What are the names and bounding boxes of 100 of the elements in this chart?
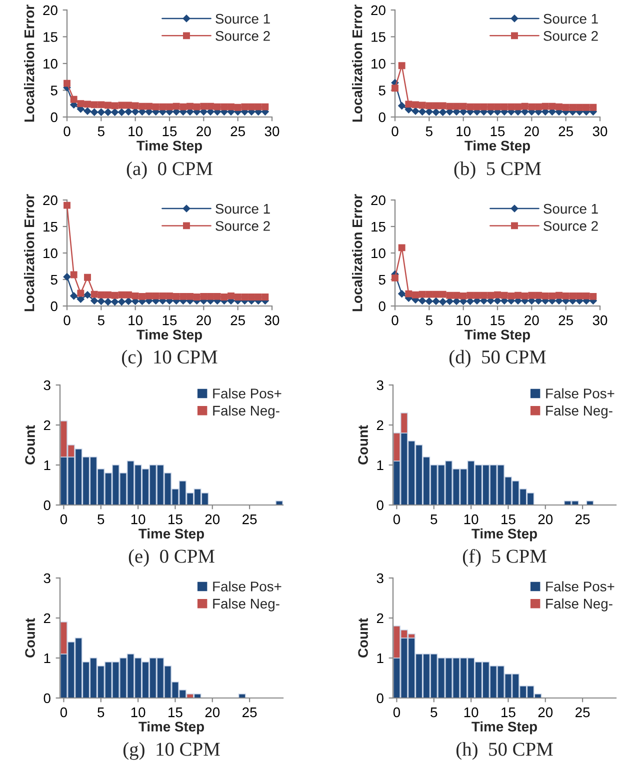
point (576, 292, 583, 300)
y-axis-title: Localization Error (352, 194, 362, 312)
y-tick-label: 1 (44, 460, 50, 470)
legend-label: Source 2 (544, 221, 598, 231)
x-tick-label: 0 (64, 126, 70, 136)
point (186, 292, 194, 300)
point (548, 292, 556, 300)
point (487, 292, 494, 299)
x-tick-label: 5 (426, 126, 432, 136)
point (418, 102, 426, 109)
point (125, 102, 132, 109)
y-tick-label: 3 (376, 380, 384, 390)
y-tick-label: 10 (372, 248, 386, 258)
point (172, 292, 180, 300)
x-axis-title: Time Step (138, 528, 204, 542)
point (207, 292, 214, 300)
point (193, 103, 200, 110)
point (254, 294, 262, 300)
y-tick-label: 0 (378, 112, 386, 122)
point (426, 298, 433, 305)
point (426, 108, 433, 116)
point (412, 107, 420, 115)
point (118, 298, 126, 306)
text: (h) 50 CPM (456, 742, 553, 760)
point (426, 102, 433, 110)
point (439, 290, 446, 298)
point (262, 294, 269, 300)
point (508, 292, 515, 300)
point (466, 103, 474, 110)
point (241, 103, 248, 110)
legend-label: False Pos+ (546, 581, 614, 592)
point (248, 294, 255, 300)
point (452, 298, 460, 305)
point (453, 292, 460, 299)
x-tick-label: 30 (592, 126, 608, 136)
point (562, 104, 570, 111)
text: (c) 10 CPM (122, 350, 218, 368)
point (118, 291, 126, 298)
x-tick-label: 20 (538, 707, 553, 718)
y-axis-title: Count (25, 618, 35, 658)
y-tick-label: 10 (372, 58, 386, 69)
point (514, 292, 522, 299)
point (234, 294, 242, 300)
y-tick-label: 20 (371, 5, 386, 16)
point (446, 292, 454, 299)
legend-label: Source 1 (544, 204, 598, 214)
point (64, 80, 70, 87)
point (180, 103, 187, 110)
point (556, 103, 562, 110)
point (460, 292, 467, 300)
point (500, 292, 508, 299)
y-tick-label: 2 (376, 420, 384, 430)
x-tick-label: 25 (242, 707, 257, 718)
x-tick-label: 20 (205, 707, 220, 718)
point (64, 202, 70, 209)
point (432, 290, 440, 298)
y-tick-label: 0 (376, 500, 384, 510)
text: (b) 5 CPM (454, 162, 541, 180)
x-tick-label: 10 (464, 707, 478, 718)
y-tick-label: 20 (43, 5, 58, 16)
point (542, 102, 549, 110)
point (542, 292, 549, 300)
point (398, 244, 406, 252)
point (514, 103, 522, 110)
x-tick-label: 20 (196, 315, 211, 326)
text: (a) 0 CPM (126, 162, 212, 180)
y-tick-label: 15 (44, 222, 58, 232)
x-tick-label: 0 (60, 707, 68, 718)
y-tick-label: 3 (376, 573, 384, 584)
x-tick-label: 0 (393, 514, 400, 524)
point (241, 294, 248, 300)
x-tick-label: 30 (264, 315, 280, 326)
x-tick-label: 15 (502, 514, 516, 524)
point (152, 103, 160, 110)
point (418, 108, 426, 116)
legend-label: Source 1 (544, 14, 598, 24)
point (111, 298, 118, 306)
legend-label: Source 2 (216, 221, 270, 231)
y-tick-label: 5 (50, 86, 58, 96)
point (111, 102, 118, 110)
point (576, 104, 583, 111)
point (166, 292, 173, 300)
point (70, 292, 78, 300)
x-tick-label: 25 (230, 126, 245, 136)
y-tick-label: 1 (44, 653, 50, 664)
x-tick-label: 5 (98, 708, 104, 718)
point (214, 103, 221, 110)
point (466, 298, 474, 305)
bar (586, 500, 594, 505)
x-tick-label: 10 (456, 126, 471, 136)
point (152, 292, 160, 300)
point (172, 102, 180, 110)
point (569, 292, 576, 300)
legend-label: False Neg- (546, 598, 612, 612)
y-tick-label: 3 (44, 380, 50, 390)
point (398, 290, 406, 298)
point (186, 102, 194, 110)
point (84, 291, 92, 299)
point (521, 292, 528, 300)
point (439, 108, 446, 116)
